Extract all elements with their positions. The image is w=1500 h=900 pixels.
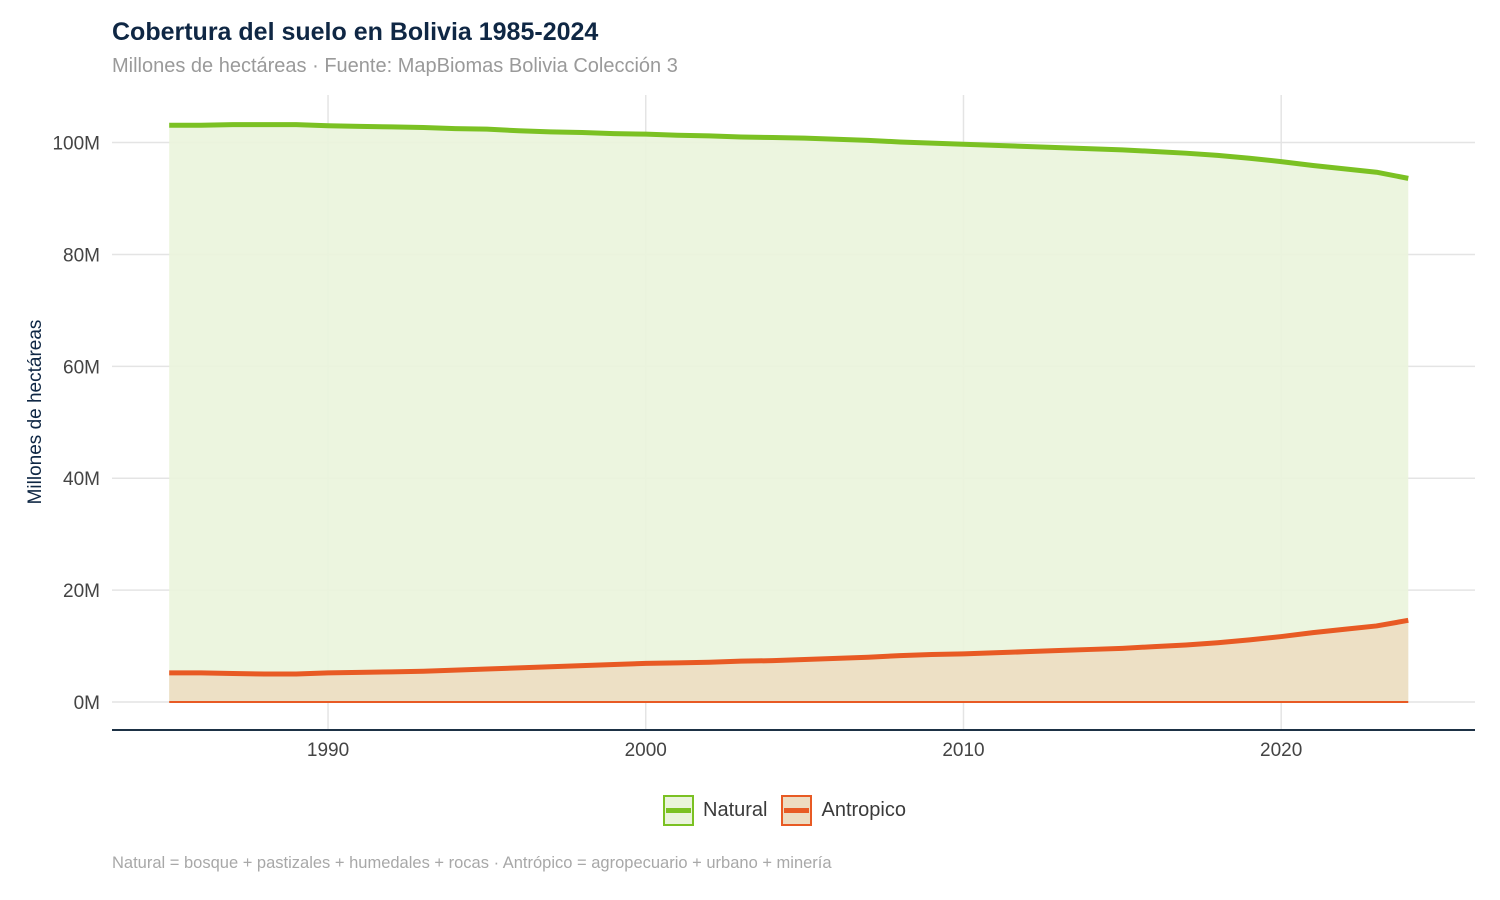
y-tick-label: 80M: [63, 245, 100, 266]
y-axis-label: Millones de hectáreas: [25, 320, 46, 505]
legend-label-natural: Natural: [703, 799, 768, 821]
axis-layer: 0M 20M 40M 60M 80M 100M 1990 2000 2010 2020: [52, 134, 1475, 761]
chart-caption: Natural = bosque + pastizales + humedale…: [112, 854, 832, 872]
line-layer: [169, 122, 1409, 704]
x-tick-label: 2000: [625, 740, 667, 761]
legend-item-natural: Natural: [663, 795, 767, 826]
area-layer: [169, 124, 1409, 703]
x-tick-label: 1990: [307, 740, 349, 761]
x-tick-label: 2020: [1260, 740, 1302, 761]
legend-key-antropico: [781, 795, 813, 826]
legend-key-natural: [663, 795, 694, 826]
y-tick-label: 100M: [52, 134, 100, 155]
y-tick-label: 60M: [63, 357, 100, 378]
legend-label-antropico: Antropico: [821, 799, 906, 821]
chart-subtitle: Millones de hectáreas · Fuente: MapBioma…: [112, 55, 678, 77]
y-tick-label: 0M: [74, 693, 100, 714]
chart-legend: Natural Antropico: [663, 795, 920, 826]
chart-title: Cobertura del suelo en Bolivia 1985-2024: [112, 18, 599, 46]
x-tick-label: 2010: [942, 740, 984, 761]
area-natural: [169, 124, 1409, 703]
legend-item-antropico: Antropico: [781, 795, 906, 826]
y-tick-label: 40M: [63, 469, 100, 490]
y-tick-label: 20M: [63, 581, 100, 602]
line-natural: [169, 122, 1409, 181]
line-antropico: [169, 617, 1409, 677]
